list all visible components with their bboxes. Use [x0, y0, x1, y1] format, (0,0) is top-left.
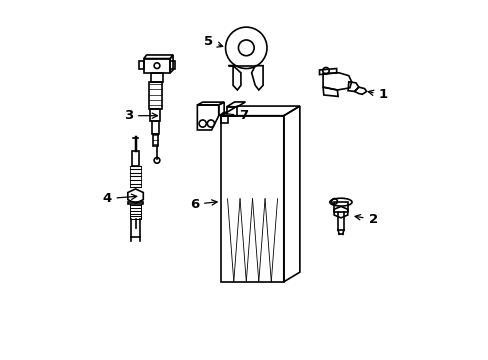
Text: 5: 5 — [204, 35, 222, 48]
Text: 7: 7 — [222, 109, 248, 122]
Text: 4: 4 — [102, 192, 137, 205]
Text: 6: 6 — [189, 198, 217, 211]
Text: 3: 3 — [123, 109, 157, 122]
Text: 2: 2 — [354, 213, 377, 226]
Text: 1: 1 — [367, 89, 387, 102]
